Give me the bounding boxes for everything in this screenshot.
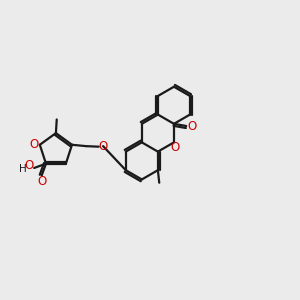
- Text: O: O: [38, 175, 47, 188]
- Text: H: H: [19, 164, 27, 174]
- Text: O: O: [98, 140, 108, 153]
- Text: O: O: [171, 141, 180, 154]
- Text: O: O: [29, 138, 38, 151]
- Text: O: O: [187, 119, 196, 133]
- Text: O: O: [25, 159, 34, 172]
